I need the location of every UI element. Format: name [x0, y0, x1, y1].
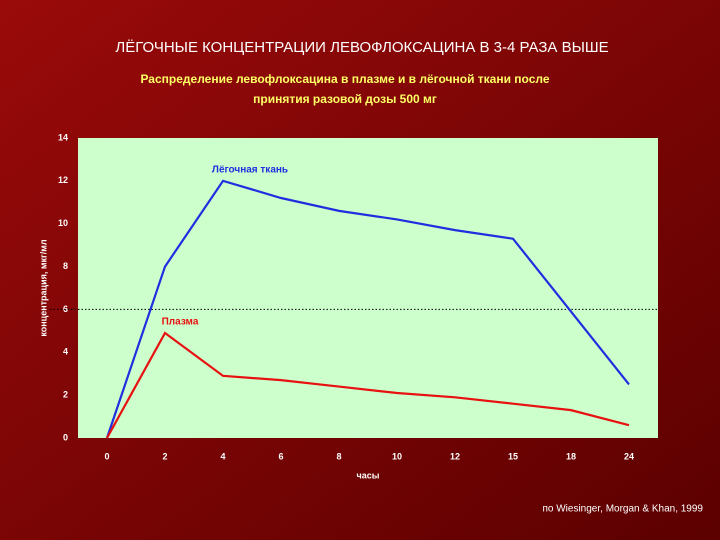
- x-axis-label: часы: [357, 470, 380, 480]
- plot-area: [78, 138, 658, 438]
- x-tick-label: 10: [392, 451, 402, 461]
- title: ЛЁГОЧНЫЕ КОНЦЕНТРАЦИИ ЛЕВОФЛОКСАЦИНА В 3…: [115, 39, 608, 56]
- y-tick-label: 10: [58, 218, 68, 228]
- y-tick-label: 12: [58, 175, 68, 185]
- series-label: Плазма: [162, 317, 199, 328]
- subtitle: Распределение левофлоксацина в плазме и …: [140, 72, 549, 86]
- x-tick-label: 6: [278, 451, 283, 461]
- y-tick-label: 0: [63, 432, 68, 442]
- y-axis-label: концентрация, мкг/мл: [38, 239, 48, 337]
- y-tick-label: 6: [63, 304, 68, 314]
- x-tick-label: 2: [162, 451, 167, 461]
- x-tick-label: 8: [336, 451, 341, 461]
- subtitle: принятия разовой дозы 500 мг: [253, 92, 437, 106]
- x-tick-label: 24: [624, 451, 634, 461]
- series-label: Лёгочная ткань: [212, 165, 288, 176]
- x-tick-label: 12: [450, 451, 460, 461]
- y-tick-label: 8: [63, 261, 68, 271]
- y-tick-label: 2: [63, 390, 68, 400]
- x-tick-label: 4: [220, 451, 225, 461]
- x-tick-label: 15: [508, 451, 518, 461]
- series-line: [105, 179, 630, 439]
- y-tick-label: 4: [63, 347, 68, 357]
- y-tick-label: 14: [58, 132, 68, 142]
- x-tick-label: 18: [566, 451, 576, 461]
- x-tick-label: 0: [104, 451, 109, 461]
- series-line: [106, 331, 630, 439]
- source: по Wiesinger, Morgan & Khan, 1999: [542, 504, 703, 515]
